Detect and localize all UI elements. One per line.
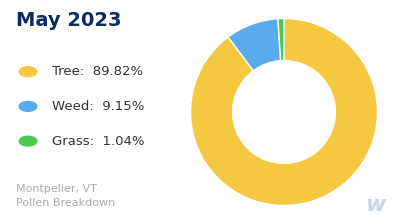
Circle shape [19,67,37,77]
Circle shape [19,136,37,146]
Text: Grass:  1.04%: Grass: 1.04% [52,135,144,148]
Wedge shape [278,19,284,61]
Text: w: w [366,195,386,215]
Text: May 2023: May 2023 [16,11,122,30]
Text: Tree:  89.82%: Tree: 89.82% [52,65,143,78]
Text: Montpelier, VT
Pollen Breakdown: Montpelier, VT Pollen Breakdown [16,184,115,209]
Wedge shape [190,19,378,205]
Wedge shape [228,19,281,71]
Text: Weed:  9.15%: Weed: 9.15% [52,100,144,113]
Circle shape [19,101,37,111]
